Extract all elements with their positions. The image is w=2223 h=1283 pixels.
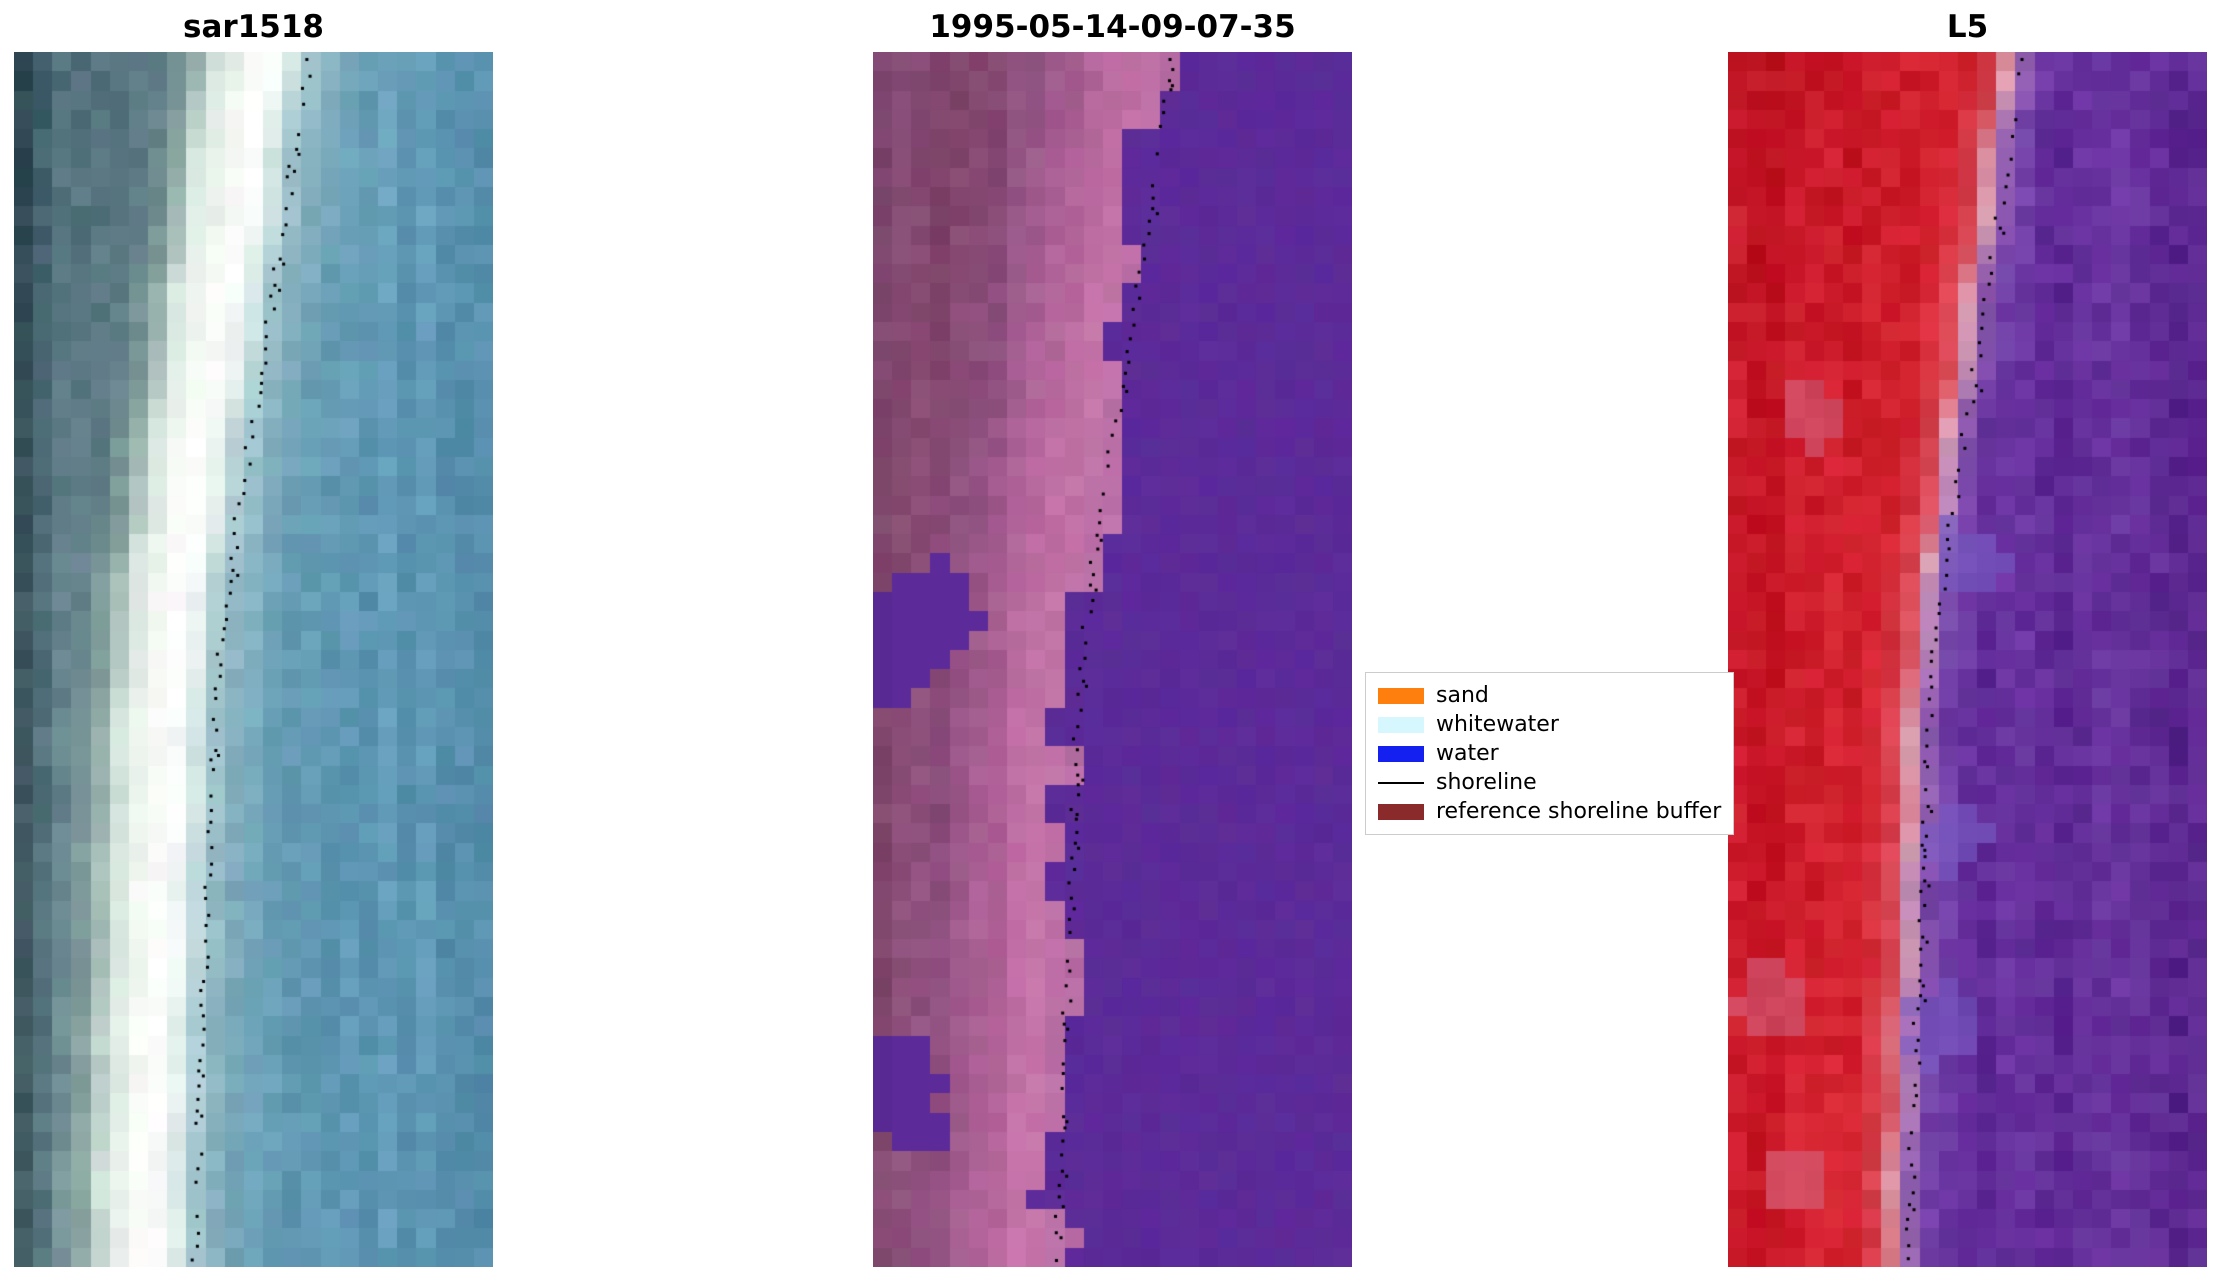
legend-label-whitewater: whitewater bbox=[1436, 712, 1559, 737]
legend-item-sand: sand bbox=[1378, 681, 1721, 710]
legend-swatch-shoreline bbox=[1378, 781, 1424, 784]
panel-sar1518: sar1518 bbox=[14, 6, 493, 1267]
legend-swatch-whitewater bbox=[1378, 716, 1424, 733]
legend-label-water: water bbox=[1436, 741, 1499, 766]
legend-item-whitewater: whitewater bbox=[1378, 710, 1721, 739]
legend-item-shoreline: shoreline bbox=[1378, 768, 1721, 797]
legend-swatch-sand bbox=[1378, 687, 1424, 704]
panel-image-1995-05-14 bbox=[873, 52, 1352, 1267]
legend-item-water: water bbox=[1378, 739, 1721, 768]
legend: sand whitewater water shoreline reference sh… bbox=[1365, 672, 1735, 835]
legend-item-reference-shoreline-buffer: reference shoreline buffer bbox=[1378, 797, 1721, 826]
panel-title-sar1518: sar1518 bbox=[183, 9, 324, 45]
legend-swatch-water bbox=[1378, 745, 1424, 762]
panel-image-l5 bbox=[1728, 52, 2207, 1267]
panel-1995-05-14: 1995-05-14-09-07-35 bbox=[873, 6, 1352, 1267]
panel-l5: L5 bbox=[1728, 6, 2207, 1267]
legend-label-sand: sand bbox=[1436, 683, 1489, 708]
legend-label-reference-shoreline-buffer: reference shoreline buffer bbox=[1436, 799, 1722, 824]
panel-image-sar1518 bbox=[14, 52, 493, 1267]
legend-swatch-reference-shoreline-buffer bbox=[1378, 803, 1424, 820]
panel-title-1995-05-14: 1995-05-14-09-07-35 bbox=[929, 9, 1296, 45]
legend-label-shoreline: shoreline bbox=[1436, 770, 1537, 795]
panel-title-l5: L5 bbox=[1946, 9, 1989, 45]
